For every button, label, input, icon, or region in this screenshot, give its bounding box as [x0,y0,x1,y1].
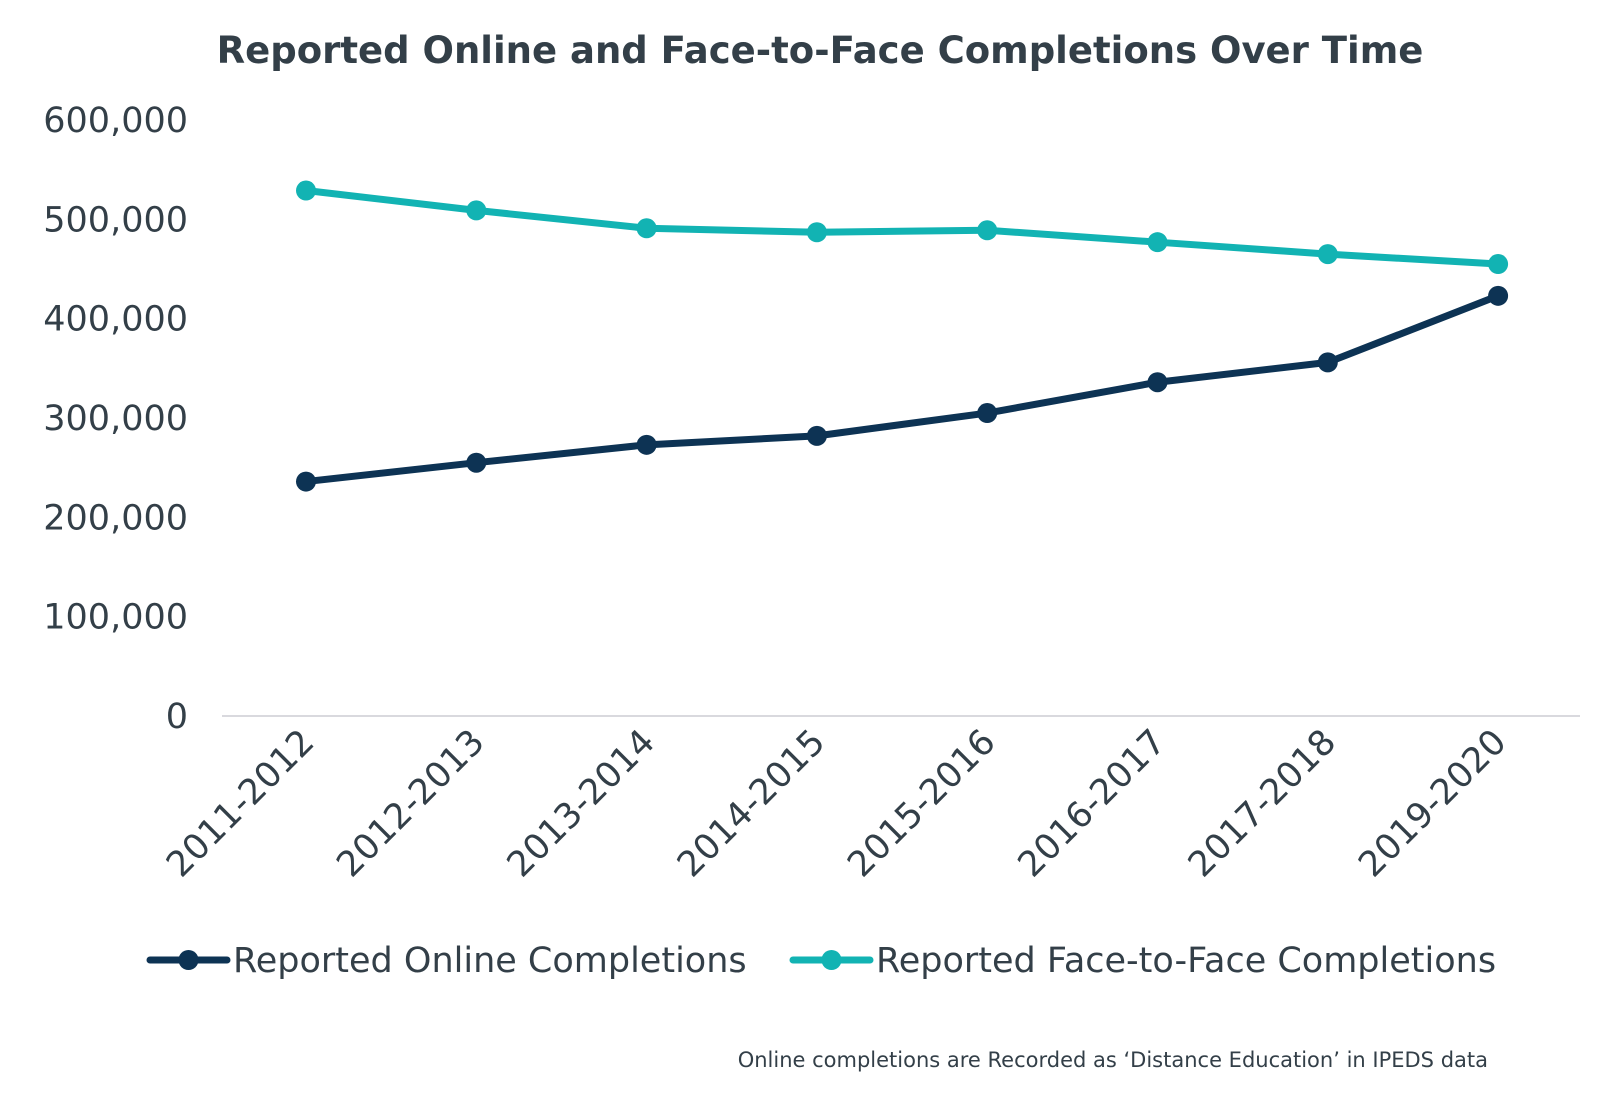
data-point [806,425,827,446]
data-point [806,222,827,243]
x-tick-label: 2011-2012 [159,722,322,885]
data-point [1317,244,1338,265]
series-layer [296,180,1509,492]
x-tick-label: 2016-2017 [1011,722,1174,885]
series-line-1 [302,187,1502,268]
data-point [1488,254,1509,275]
series-line-0 [302,292,1502,486]
data-point [1317,352,1338,373]
data-point [1147,372,1168,393]
data-point [977,220,998,241]
x-tick-label: 2014-2015 [670,722,833,885]
data-point [636,434,657,455]
legend-swatch-marker [821,950,842,970]
x-tick-label: 2017-2018 [1181,722,1344,885]
y-axis-ticks: 0 100,000 200,000 300,000 400,000 500,000 600,… [43,101,188,737]
legend-label: Reported Online Completions [233,941,747,981]
chart-title: Reported Online and Face-to-Face Complet… [217,29,1424,72]
data-point [1147,232,1168,253]
y-tick-label: 200,000 [43,498,188,538]
chart-note: Online completions are Recorded as ‘Dist… [738,1048,1488,1072]
legend: Reported Online Completions Reported Face… [146,941,1496,981]
data-point [466,200,487,221]
x-tick-label: 2012-2013 [329,722,492,885]
x-axis-ticks: 2011-2012 2012-2013 2013-2014 2014-2015 2015… [159,722,1514,885]
data-point [636,218,657,239]
y-tick-label: 600,000 [43,101,188,141]
y-tick-label: 300,000 [43,399,188,439]
x-tick-label: 2015-2016 [840,722,1003,885]
y-tick-label: 0 [166,697,188,737]
data-point [296,180,316,201]
y-tick-label: 400,000 [43,300,188,340]
y-tick-label: 100,000 [43,598,188,638]
data-point [466,452,487,473]
y-tick-label: 500,000 [43,200,188,240]
data-point [1488,285,1509,306]
data-point [296,471,316,492]
x-tick-label: 2019-2020 [1351,722,1514,885]
legend-label: Reported Face-to-Face Completions [876,941,1496,981]
data-point [977,403,998,424]
x-tick-label: 2013-2014 [500,722,663,885]
legend-swatch-marker [178,950,199,970]
